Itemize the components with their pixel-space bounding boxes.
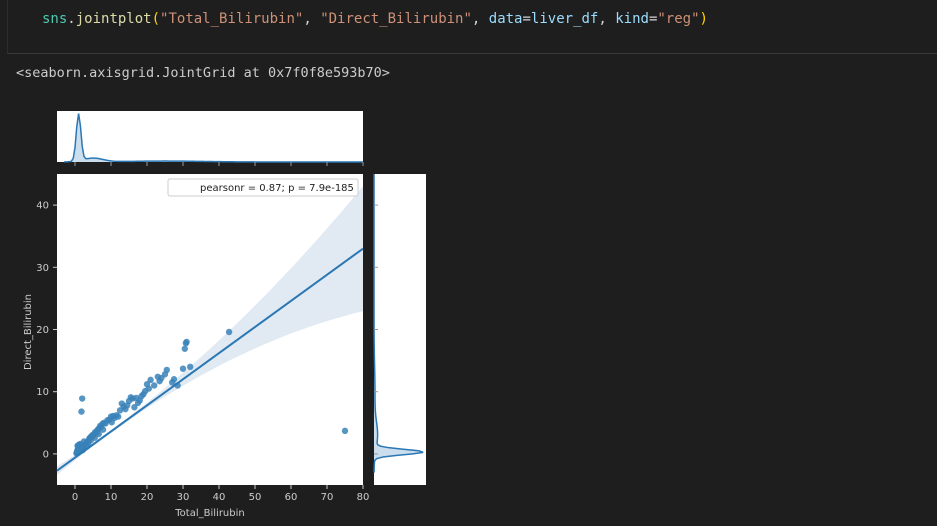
code-token: , <box>471 11 489 27</box>
data-point <box>151 382 158 389</box>
code-token: ( <box>151 11 161 27</box>
data-point <box>225 328 233 336</box>
regression-line-path <box>56 247 364 472</box>
data-point <box>78 408 85 415</box>
data-point <box>179 365 187 372</box>
regression-line <box>56 247 364 472</box>
x-tick-label: 70 <box>321 492 334 503</box>
data-point <box>187 363 194 371</box>
x-tick-label: 60 <box>285 492 298 503</box>
output-repr: <seaborn.axisgrid.JointGrid at 0x7f0f8e5… <box>16 65 390 81</box>
data-point <box>163 366 170 374</box>
x-tick-label: 40 <box>213 492 226 503</box>
right-marginal-kde <box>373 174 424 473</box>
y-tick-label: 0 <box>43 449 49 460</box>
data-point <box>95 430 102 438</box>
code-token: data <box>488 11 523 27</box>
x-tick-label: 20 <box>141 492 154 503</box>
data-point <box>99 426 107 433</box>
data-point <box>115 413 122 420</box>
code-token: liver_df <box>530 11 599 27</box>
data-point <box>341 427 349 435</box>
y-tick-label: 40 <box>36 201 49 212</box>
code-token: ) <box>699 11 708 27</box>
data-point <box>183 338 190 346</box>
data-point <box>79 395 86 402</box>
x-axis-label: Total_Bilirubin <box>174 508 244 519</box>
x-tick-label: 0 <box>72 492 78 503</box>
annotation-box <box>167 178 359 197</box>
y-tick-label: 10 <box>36 387 49 398</box>
code-line[interactable]: sns.jointplot("Total_Bilirubin", "Direct… <box>42 11 708 27</box>
code-input-area[interactable]: sns.jointplot("Total_Bilirubin", "Direct… <box>7 0 937 54</box>
data-point <box>131 404 138 411</box>
top-marginal-panel <box>57 111 363 162</box>
y-tick-label: 20 <box>36 325 49 336</box>
code-token: kind <box>615 11 649 27</box>
data-point <box>145 385 152 392</box>
right-kde-line <box>373 174 424 473</box>
data-point <box>170 376 178 383</box>
code-token: = <box>522 11 531 27</box>
right-marginal-panel <box>374 174 426 485</box>
top-kde-line <box>64 113 363 163</box>
x-tick-label: 30 <box>177 492 190 503</box>
code-token: , <box>598 11 616 27</box>
x-axis: 0 10 20 30 40 50 60 70 80 <box>72 162 370 503</box>
top-marginal-kde <box>64 113 363 163</box>
code-token: = <box>648 11 658 27</box>
y-axis: 0 10 20 30 40 <box>36 201 378 460</box>
code-token: . <box>67 11 76 27</box>
scatter-points <box>73 328 349 457</box>
x-tick-label: 80 <box>357 492 370 503</box>
data-point <box>147 376 154 384</box>
x-tick-label: 50 <box>249 492 262 503</box>
y-axis-label: Direct_Bilirubin <box>23 294 34 370</box>
code-token: "Total_Bilirubin" <box>160 11 304 27</box>
code-token: "reg" <box>657 11 700 27</box>
y-tick-label: 30 <box>36 263 49 274</box>
pearson-annotation: pearsonr = 0.87; p = 7.9e-185 <box>200 183 354 194</box>
code-token: , <box>303 11 321 27</box>
data-point <box>181 345 188 352</box>
code-token: "Direct_Bilirubin" <box>320 11 472 27</box>
code-token: jointplot <box>75 11 152 27</box>
x-tick-label: 10 <box>105 492 118 503</box>
code-token: sns <box>42 11 68 27</box>
